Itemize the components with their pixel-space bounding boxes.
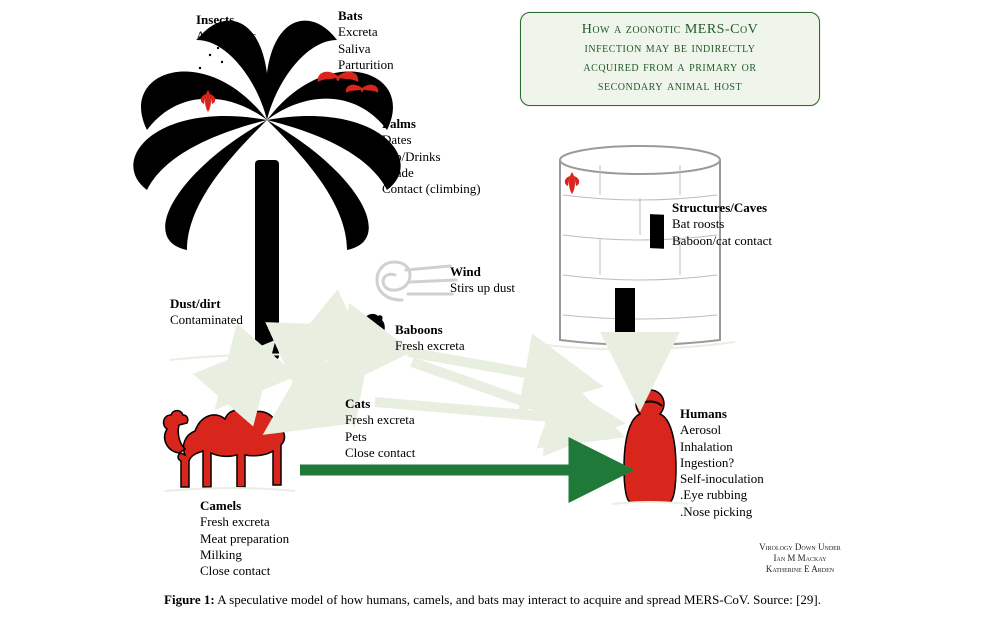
artwork-layer bbox=[0, 0, 985, 631]
human-icon bbox=[612, 390, 688, 504]
figure-caption: Figure 1: A speculative model of how hum… bbox=[0, 592, 985, 608]
title-line-3: acquired from a primary or bbox=[583, 60, 756, 75]
label-dust: Dust/dirt Contaminated bbox=[170, 296, 243, 329]
title-line-2: infection may be indirectly bbox=[585, 41, 756, 56]
label-palms: Palms Dates Sap/Drinks Shade Contact (cl… bbox=[382, 116, 481, 197]
title-line-4: secondary animal host bbox=[598, 79, 742, 94]
diagram-canvas: How a zoonotic MERS-CoV infection may be… bbox=[0, 0, 985, 631]
label-cats: Cats Fresh excreta Pets Close contact bbox=[345, 396, 415, 461]
label-baboons: Baboons Fresh excreta bbox=[395, 322, 465, 355]
caption-text: A speculative model of how humans, camel… bbox=[215, 592, 821, 607]
label-bats: Bats Excreta Saliva Parturition bbox=[338, 8, 394, 73]
label-structures: Structures/Caves Bat roosts Baboon/cat c… bbox=[672, 200, 772, 249]
label-insects: Insects Attract bats bbox=[196, 12, 256, 45]
wind-icon bbox=[377, 262, 456, 300]
baboon-icon bbox=[350, 314, 385, 350]
label-camels: Camels Fresh excreta Meat preparation Mi… bbox=[200, 498, 289, 579]
credit-block: Virology Down Under Ian M Mackay Katheri… bbox=[730, 542, 870, 574]
title-box: How a zoonotic MERS-CoV infection may be… bbox=[520, 12, 820, 106]
label-wind: Wind Stirs up dust bbox=[450, 264, 515, 297]
title-line-1: How a zoonotic MERS-CoV bbox=[582, 22, 759, 37]
label-humans: Humans Aerosol Inhalation Ingestion? Sel… bbox=[680, 406, 764, 520]
caption-bold: Figure 1: bbox=[164, 592, 215, 607]
